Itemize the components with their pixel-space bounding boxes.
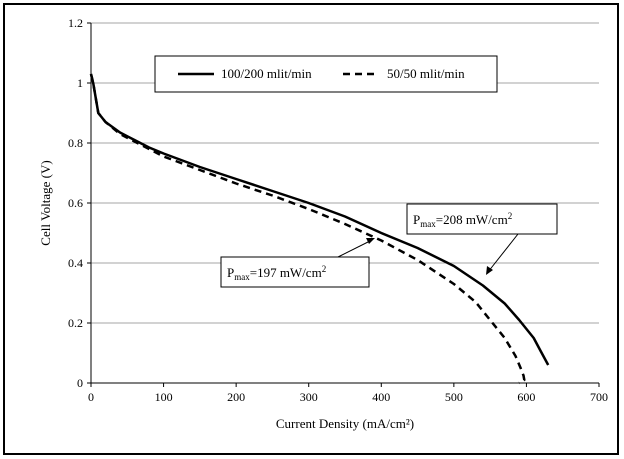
x-tick-label-4: 400 (372, 390, 390, 404)
annotation-arrowhead-1 (486, 266, 493, 275)
annotation-box-1 (406, 203, 558, 235)
y-tick-label-6: 1.2 (68, 16, 83, 30)
x-tick-label-5: 500 (445, 390, 463, 404)
legend: 100/200 mlit/min 50/50 mlit/min (154, 55, 498, 93)
y-tick-label-0: 0 (77, 376, 83, 390)
annotation-pmax-208: Pmax=208 mW/cm2 (406, 203, 558, 275)
x-axis-title: Current Density (mA/cm²) (276, 416, 414, 431)
y-axis-title: Cell Voltage (V) (38, 160, 53, 245)
y-tick-label-5: 1 (77, 76, 83, 90)
legend-label-series-1: 100/200 mlit/min (221, 66, 312, 81)
x-tick-label-1: 100 (155, 390, 173, 404)
annotation-box-2 (220, 256, 370, 288)
x-tick-labels: 0 100 200 300 400 500 600 700 (88, 390, 608, 404)
annotation-text-1: Pmax=208 mW/cm2 (413, 211, 512, 229)
x-tick-label-3: 300 (300, 390, 318, 404)
y-tick-label-2: 0.4 (68, 256, 83, 270)
y-tick-label-4: 0.8 (68, 136, 83, 150)
annotation-arrow-1 (487, 233, 519, 273)
annotation-arrowhead-2 (366, 238, 375, 244)
x-tick-label-7: 700 (590, 390, 608, 404)
annotation-pmax-197: Pmax=197 mW/cm2 (220, 238, 375, 288)
y-tick-label-3: 0.6 (68, 196, 83, 210)
axes (90, 23, 599, 384)
x-tick-label-0: 0 (88, 390, 94, 404)
y-tick-label-1: 0.2 (68, 316, 83, 330)
series-line-2 (89, 73, 526, 385)
legend-label-series-2: 50/50 mlit/min (387, 66, 465, 81)
x-tick-label-2: 200 (227, 390, 245, 404)
annotation-text-2: Pmax=197 mW/cm2 (227, 264, 326, 282)
series-lines (89, 73, 550, 385)
x-tick-label-6: 600 (517, 390, 535, 404)
y-tick-labels: 0 0.2 0.4 0.6 0.8 1 1.2 (68, 16, 83, 390)
annotation-arrow-2 (337, 239, 373, 258)
